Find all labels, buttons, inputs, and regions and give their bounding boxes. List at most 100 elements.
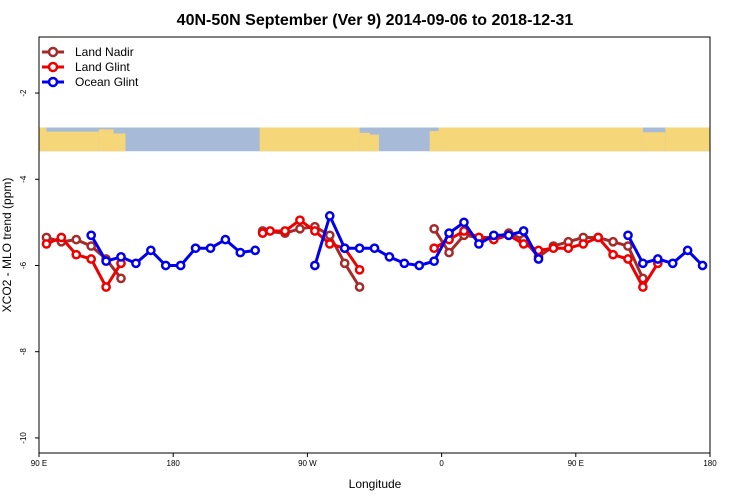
data-point-land-glint [280, 226, 290, 236]
data-point-land-glint [459, 226, 469, 236]
data-point-ocean-glint [116, 252, 126, 262]
data-point-ocean-glint [623, 230, 633, 241]
chart-title: 40N-50N September (Ver 9) 2014-09-06 to … [177, 12, 574, 29]
data-point-ocean-glint [250, 245, 261, 256]
data-point-land-nadir [295, 223, 305, 234]
data-point-ocean-glint [354, 243, 365, 254]
series-line-ocean-glint [89, 234, 256, 267]
data-point-ocean-glint [205, 243, 216, 254]
legend-label: Ocean Glint [75, 75, 139, 89]
map-land [370, 134, 379, 152]
world-map-strip [39, 127, 710, 152]
data-point-ocean-glint [533, 254, 544, 264]
data-point-ocean-glint [503, 230, 514, 241]
series-ocean-glint [86, 211, 708, 271]
data-point-land-nadir [429, 223, 439, 234]
x-tick-label: 90 E [31, 459, 47, 468]
y-axis-title: XCO2 - MLO trend (ppm) [0, 178, 14, 313]
plot-frame [38, 36, 711, 454]
data-point-land-nadir [444, 247, 454, 258]
data-point-land-nadir [339, 258, 350, 269]
data-point-ocean-glint [488, 230, 499, 241]
data-point-ocean-glint [652, 254, 663, 264]
map-land [438, 127, 643, 152]
data-point-land-glint [257, 228, 268, 238]
data-point-land-nadir [86, 241, 97, 251]
data-point-land-glint [429, 243, 439, 254]
legend-item-land-nadir: Land Nadir [42, 45, 134, 59]
y-tick-label: -6 [19, 261, 28, 269]
data-point-ocean-glint [175, 260, 186, 271]
data-point-land-nadir [608, 236, 618, 247]
data-point-ocean-glint [399, 258, 410, 269]
data-point-land-glint [563, 243, 574, 254]
data-point-ocean-glint [324, 211, 335, 221]
map-land [46, 131, 99, 152]
data-point-ocean-glint [310, 260, 320, 271]
data-point-ocean-glint [369, 243, 380, 254]
map-land [429, 131, 442, 152]
y-axis: -2 -4 -6 -8 -10 [19, 89, 39, 444]
map-land [259, 127, 360, 152]
data-point-ocean-glint [131, 258, 141, 269]
data-point-land-glint [593, 232, 604, 243]
series-land-glint [41, 215, 663, 292]
legend-item-ocean-glint: Ocean Glint [42, 75, 139, 89]
data-point-ocean-glint [474, 239, 484, 249]
x-tick-label: 90 W [298, 459, 317, 468]
legend-marker [47, 76, 59, 88]
data-point-land-glint [71, 249, 82, 260]
map-land [359, 132, 371, 152]
data-point-ocean-glint [682, 245, 693, 256]
data-point-land-glint [324, 239, 335, 249]
map-land [109, 133, 126, 152]
data-point-land-glint [56, 232, 67, 243]
y-tick-label: -2 [19, 89, 28, 97]
data-point-land-glint [623, 254, 633, 264]
data-point-land-glint [518, 239, 529, 249]
data-point-land-glint [295, 215, 305, 226]
y-tick-label: -10 [19, 432, 28, 444]
x-axis: 90 E 180 90 W 0 90 E 180 [31, 453, 717, 468]
data-point-ocean-glint [339, 243, 350, 254]
series-line-ocean-glint [313, 214, 540, 267]
data-point-land-glint [578, 239, 589, 249]
data-point-ocean-glint [638, 258, 648, 269]
data-point-ocean-glint [667, 258, 678, 269]
series-line-land-nadir [262, 225, 361, 288]
data-point-ocean-glint [190, 243, 201, 254]
x-axis-title: Longitude [349, 477, 402, 491]
x-tick-label: 180 [703, 459, 717, 468]
data-point-ocean-glint [160, 260, 171, 271]
data-point-land-glint [86, 254, 97, 264]
data-point-land-glint [101, 282, 111, 292]
legend-marker [47, 46, 59, 58]
series-layer [41, 211, 708, 292]
data-point-ocean-glint [697, 260, 708, 271]
map-land [642, 132, 666, 152]
y-tick-label: -8 [19, 348, 28, 356]
x-tick-label: 0 [439, 459, 444, 468]
data-point-ocean-glint [414, 260, 425, 271]
data-point-land-glint [638, 282, 648, 292]
y-tick-label: -4 [19, 175, 28, 183]
series-land-nadir [41, 221, 648, 292]
data-point-land-nadir [354, 282, 365, 292]
data-point-ocean-glint [235, 247, 246, 258]
data-point-land-glint [548, 243, 559, 254]
data-point-land-glint [265, 226, 275, 236]
map-land [39, 127, 47, 152]
legend-label: Land Nadir [75, 45, 134, 59]
data-point-ocean-glint [101, 256, 111, 267]
legend-item-land-glint: Land Glint [42, 60, 130, 74]
data-point-land-glint [41, 239, 52, 249]
data-point-land-nadir [71, 234, 82, 245]
data-point-ocean-glint [459, 217, 469, 228]
data-point-land-glint [310, 226, 320, 236]
data-point-land-nadir [623, 241, 633, 251]
x-tick-label: 180 [167, 459, 181, 468]
data-point-land-glint [608, 249, 618, 260]
data-point-land-nadir [324, 230, 335, 241]
